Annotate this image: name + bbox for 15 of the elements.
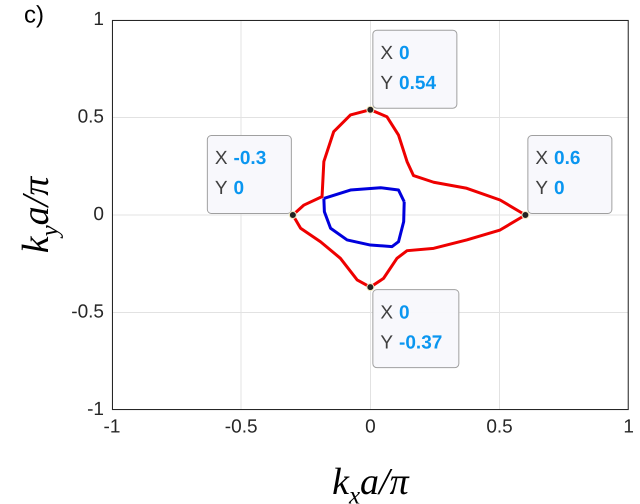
- y-tick-label: 1: [93, 9, 104, 30]
- x-tick-label: 1: [623, 416, 634, 438]
- y-tick-label: 0.5: [78, 106, 104, 128]
- x-tick-label: -0.5: [224, 416, 258, 438]
- y-tick-label: 0: [93, 204, 104, 226]
- x-tick-label: 0.5: [486, 416, 513, 438]
- annotation: X 0 Y 0.54: [380, 42, 436, 94]
- y-tick-label: -1: [87, 399, 104, 420]
- chart-title: c): [24, 2, 44, 29]
- annotation: X 0.6 Y 0: [535, 148, 580, 200]
- annotation: X -0.3 Y 0: [214, 148, 266, 200]
- x-tick-label: 0: [365, 416, 376, 438]
- annotation: X 0 Y -0.37: [380, 302, 442, 354]
- y-tick-label: -0.5: [71, 302, 104, 323]
- y-axis-title: kya/π: [15, 176, 64, 254]
